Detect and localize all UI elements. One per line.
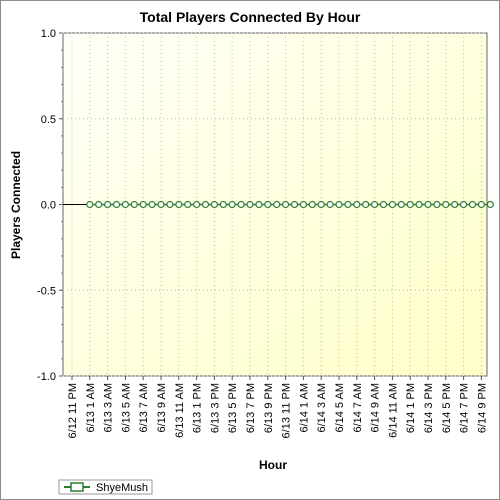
x-tick-label: 6/13 7 AM [138, 383, 150, 433]
series-shyemush [86, 200, 494, 209]
data-point [273, 200, 281, 209]
legend-label: ShyeMush [96, 482, 148, 494]
x-tick-label: 6/14 5 AM [334, 383, 346, 433]
data-point [335, 200, 343, 209]
data-point [184, 200, 192, 209]
x-tick-label: 6/13 5 PM [227, 383, 239, 433]
data-point [86, 200, 94, 209]
data-point [442, 200, 450, 209]
data-point [344, 200, 352, 209]
x-tick-label: 6/13 1 PM [192, 383, 204, 433]
data-point [397, 200, 405, 209]
data-point [121, 200, 130, 209]
x-tick-label: 6/14 7 PM [459, 383, 471, 433]
x-tick-label: 6/13 11 PM [281, 383, 293, 438]
data-point [255, 200, 263, 209]
data-point [157, 200, 165, 209]
data-point [371, 200, 379, 209]
data-point [433, 200, 441, 209]
data-point [139, 200, 147, 209]
x-tick-label: 6/12 11 PM [67, 383, 79, 438]
legend-marker-icon [70, 482, 84, 492]
x-tick-label: 6/14 1 PM [405, 383, 417, 433]
chart-title: Total Players Connected By Hour [140, 9, 361, 25]
x-tick-label: 6/13 11 AM [174, 383, 186, 438]
data-point [388, 200, 396, 209]
data-point [237, 200, 245, 209]
data-point [326, 200, 334, 209]
x-tick-label: 6/13 7 PM [245, 383, 257, 433]
data-point [290, 200, 299, 209]
data-point [175, 200, 183, 209]
data-point [103, 200, 112, 209]
y-axis: 1.0 0.5 0.0 -0.5 -1.0 [37, 28, 63, 383]
x-tick-label: 6/13 3 PM [209, 383, 221, 433]
x-tick-label: 6/14 5 PM [441, 383, 453, 433]
x-tick-label: 6/13 3 AM [103, 383, 115, 433]
x-tick-label: 6/14 7 AM [352, 383, 364, 433]
y-tick-label: 0.5 [41, 114, 56, 126]
data-point [308, 200, 316, 209]
data-point [210, 200, 218, 209]
x-tick-label: 6/14 3 AM [316, 383, 328, 433]
y-tick-label: 1.0 [41, 28, 56, 40]
y-tick-label: -1.0 [37, 371, 56, 383]
data-point [112, 200, 121, 209]
data-point [264, 200, 272, 209]
data-point [460, 200, 468, 209]
data-point [299, 200, 307, 209]
data-point [379, 200, 388, 209]
data-point [148, 200, 156, 209]
x-axis-title: Hour [259, 458, 287, 472]
data-point [477, 200, 485, 209]
data-point [451, 200, 459, 209]
x-tick-label: 6/13 9 AM [156, 383, 168, 433]
data-point [317, 200, 325, 209]
data-point [353, 200, 361, 209]
data-point [415, 200, 423, 209]
data-point [362, 200, 370, 209]
y-tick-label: 0.0 [41, 200, 56, 212]
data-point [219, 200, 227, 209]
legend: ShyeMush [58, 479, 153, 495]
data-point [193, 200, 201, 209]
data-point [282, 200, 290, 209]
data-point [486, 200, 494, 209]
x-tick-label: 6/14 1 AM [298, 383, 310, 433]
data-point [201, 200, 210, 209]
x-tick-label: 6/14 9 PM [476, 383, 488, 433]
x-tick-label: 6/14 11 AM [387, 383, 399, 438]
y-tick-label: -0.5 [37, 285, 56, 297]
data-point [95, 200, 103, 209]
data-point [166, 200, 174, 209]
x-axis: 6/12 11 PM 6/13 1 AM 6/13 3 AM 6/13 5 AM 6/1… [67, 376, 488, 438]
x-tick-label: 6/14 3 PM [423, 383, 435, 433]
data-point [406, 200, 414, 209]
x-tick-label: 6/14 9 AM [370, 383, 382, 433]
x-tick-label: 6/13 5 AM [120, 383, 132, 433]
x-tick-label: 6/13 9 PM [263, 383, 275, 433]
data-point [246, 200, 254, 209]
y-axis-title: Players Connected [9, 151, 23, 259]
data-point [424, 200, 432, 209]
data-point [130, 200, 138, 209]
data-point [228, 200, 236, 209]
x-tick-label: 6/13 1 AM [85, 383, 97, 433]
data-point [468, 200, 477, 209]
